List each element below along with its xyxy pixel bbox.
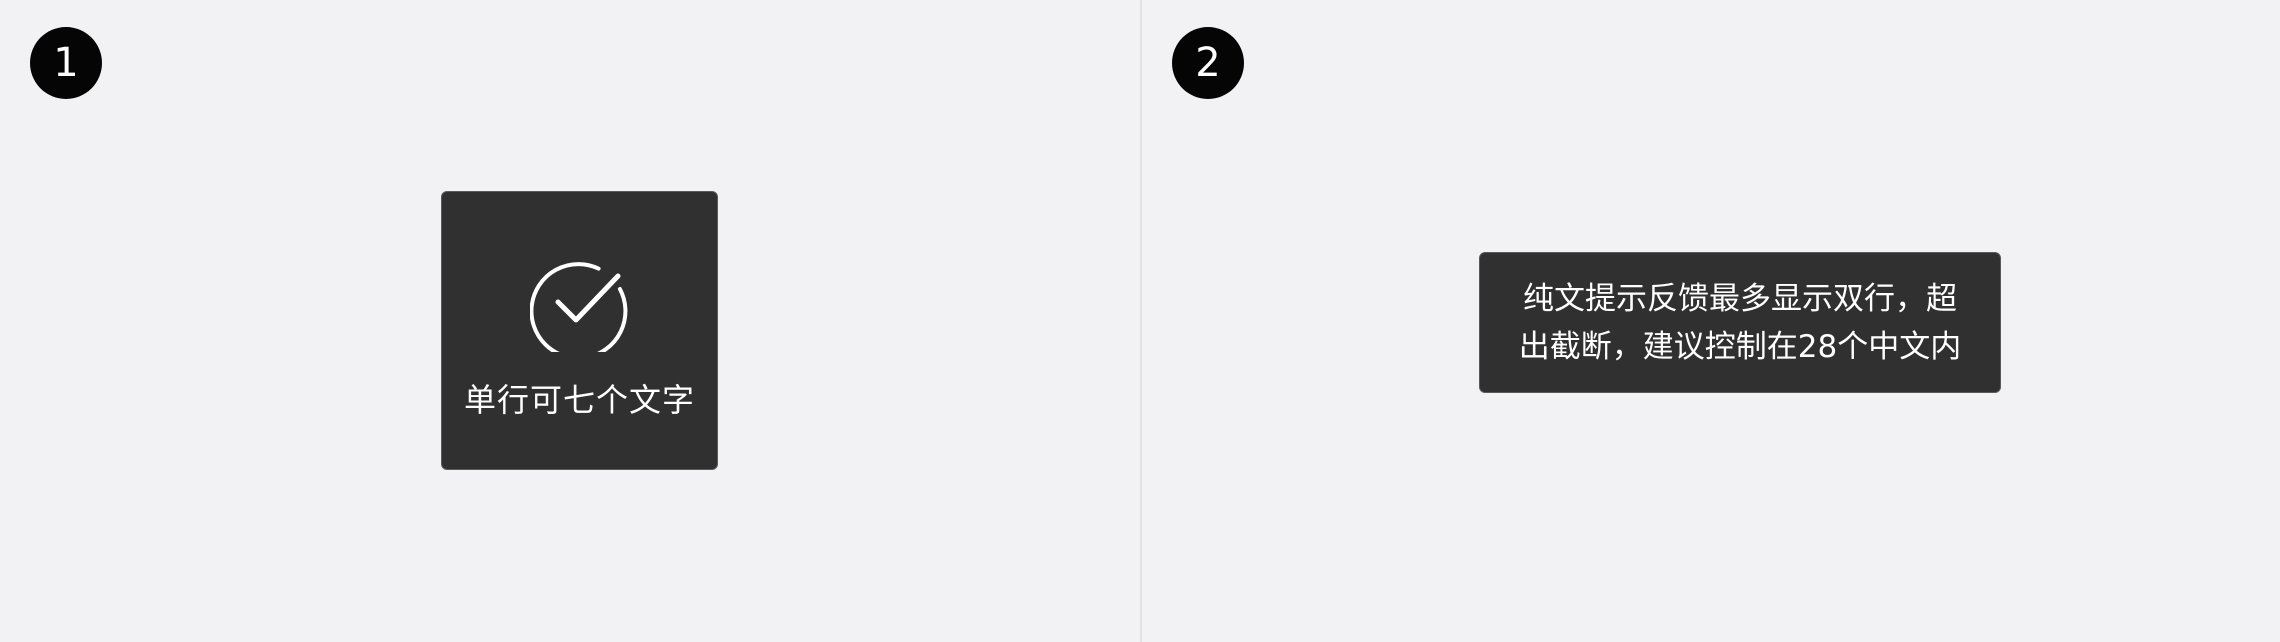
text-toast: 纯文提示反馈最多显示双行，超 出截断，建议控制在28个中文内 (1479, 252, 2001, 393)
step-badge-1: 1 (30, 27, 102, 99)
step-badge-2: 2 (1172, 27, 1244, 99)
toast-label: 单行可七个文字 (463, 381, 695, 419)
panel-icon-toast: 1 单行可七个文字 (30, 27, 718, 470)
icon-toast: 单行可七个文字 (441, 191, 718, 470)
checkmark-circle-icon (530, 262, 628, 352)
panel-divider (1140, 0, 1142, 642)
panel-text-toast: 2 纯文提示反馈最多显示双行，超 出截断，建议控制在28个中文内 (1142, 0, 2280, 642)
toast-text-line-2: 出截断，建议控制在28个中文内 (1518, 329, 1962, 365)
toast-text-line-1: 纯文提示反馈最多显示双行，超 (1523, 281, 1957, 317)
